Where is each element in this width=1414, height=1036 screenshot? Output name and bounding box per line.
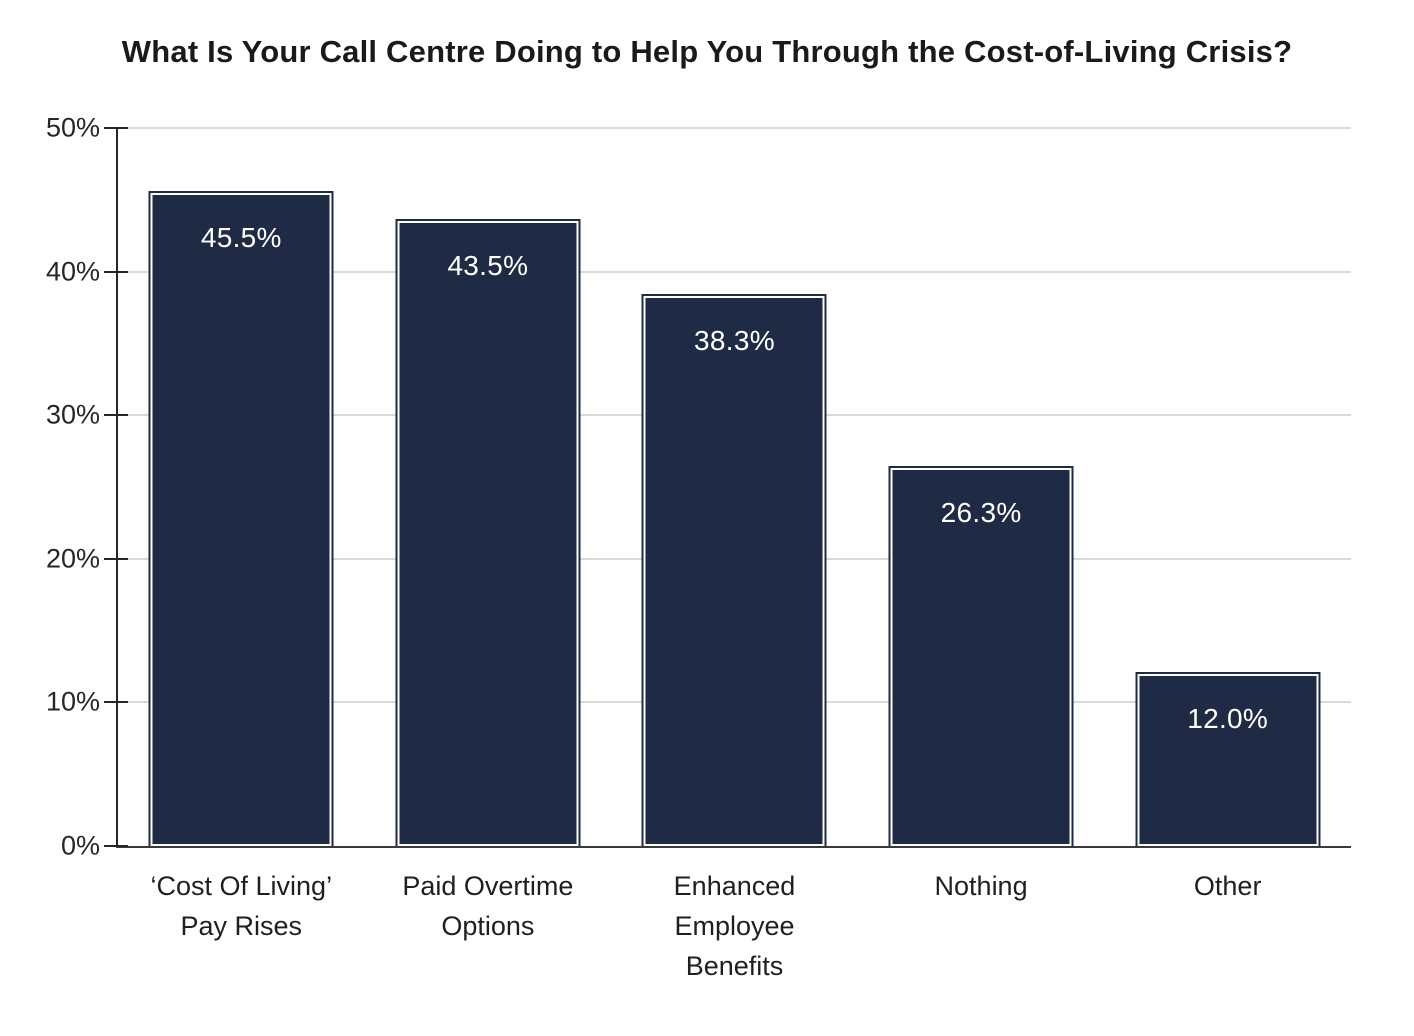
x-axis-category-labels: ‘Cost Of Living’ Pay Rises Paid Overtime Op… xyxy=(118,866,1351,986)
gridline-40% xyxy=(118,270,1351,273)
y-tick-0% xyxy=(104,845,128,847)
y-tick-40% xyxy=(104,270,128,273)
bar-value-label: 43.5% xyxy=(447,250,529,282)
bar-slot: 43.5% xyxy=(365,128,612,848)
y-tick-label-10%: 10% xyxy=(45,686,100,717)
x-category-label: Paid Overtime Options xyxy=(365,866,612,986)
bar-nothing: 26.3% xyxy=(888,466,1074,848)
x-category-label-line: Other xyxy=(1193,871,1262,901)
bar-enhanced-employee-benefits: 38.3% xyxy=(641,294,827,848)
y-tick-label-50%: 50% xyxy=(45,112,100,143)
bar--cost-of-living-pay-rises: 45.5% xyxy=(148,190,334,849)
bar-value-label: 45.5% xyxy=(200,221,282,253)
x-category-label: Nothing xyxy=(858,866,1105,986)
x-category-label: Other xyxy=(1104,866,1351,986)
bars-layer: 45.5% 43.5% 38.3% 26.3% 12.0% xyxy=(118,128,1351,849)
x-category-label-line: Benefits xyxy=(685,951,784,981)
x-category-label-line: ‘Cost Of Living’ xyxy=(150,871,333,901)
y-tick-label-30%: 30% xyxy=(45,399,100,430)
y-tick-10% xyxy=(104,701,128,704)
bar-slot: 12.0% xyxy=(1104,128,1351,849)
y-tick-label-0%: 0% xyxy=(60,830,100,861)
bar-value-label: 26.3% xyxy=(940,497,1022,529)
plot-area: 45.5% 43.5% 38.3% 26.3% 12.0% 0% 10% 20% 30% 40%… xyxy=(46,113,1351,861)
x-category-label-line: Employee xyxy=(674,911,795,941)
x-category-label: Enhanced Employee Benefits xyxy=(611,866,858,986)
x-axis-line xyxy=(116,846,1351,848)
bar-other: 12.0% xyxy=(1135,671,1321,849)
x-category-label-line: Nothing xyxy=(934,871,1028,901)
x-category-label-line: Options xyxy=(441,911,535,941)
bar-value-label: 12.0% xyxy=(1187,702,1269,734)
x-category-label-line: Pay Rises xyxy=(180,911,303,941)
bar-paid-overtime-options: 43.5% xyxy=(395,219,581,848)
bar-slot: 45.5% xyxy=(118,128,365,849)
y-axis-line xyxy=(116,128,118,846)
y-tick-label-40%: 40% xyxy=(45,256,100,287)
y-tick-50% xyxy=(104,127,128,129)
x-category-label: ‘Cost Of Living’ Pay Rises xyxy=(118,866,365,986)
bar-slot: 38.3% xyxy=(611,128,858,848)
y-tick-label-20%: 20% xyxy=(45,543,100,574)
x-category-label-line: Enhanced xyxy=(673,871,796,901)
chart-title: What Is Your Call Centre Doing to Help Y… xyxy=(121,34,1293,69)
bar-value-label: 38.3% xyxy=(694,325,775,357)
bar-slot: 26.3% xyxy=(858,128,1105,848)
gridline-50% xyxy=(118,127,1351,129)
y-tick-30% xyxy=(104,414,128,417)
y-tick-20% xyxy=(104,557,128,560)
x-category-label-line: Paid Overtime xyxy=(402,871,574,901)
